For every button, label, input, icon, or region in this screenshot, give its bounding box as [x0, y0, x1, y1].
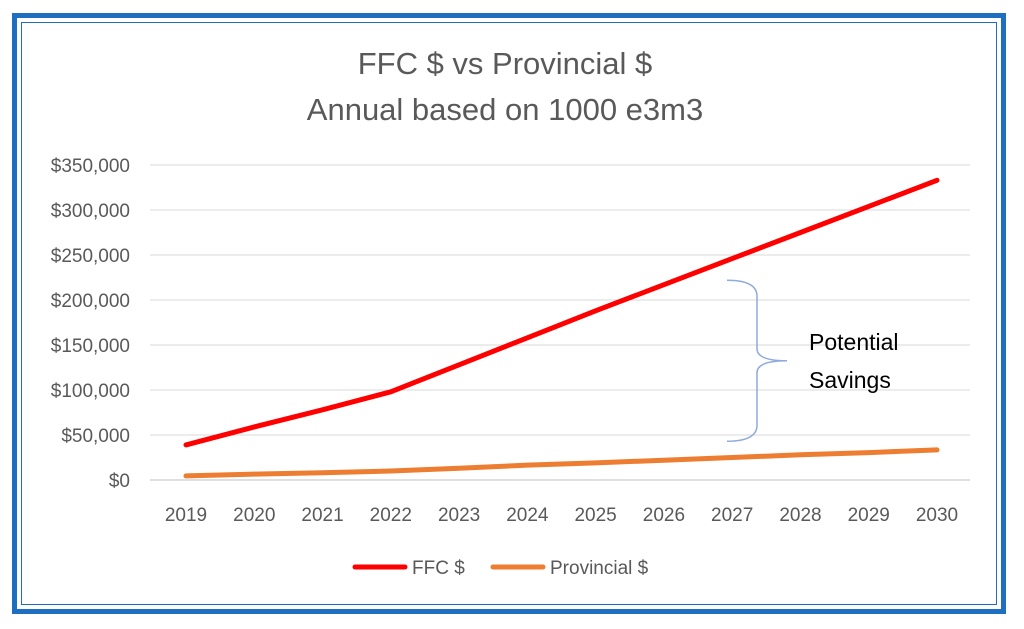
chart-title-line-2: Annual based on 1000 e3m3 [307, 92, 703, 127]
legend-label: FFC $ [412, 558, 465, 579]
x-tick-label: 2026 [643, 505, 685, 526]
y-axis-ticks: $0 $50,000 $100,000 $150,000 $200,000 $250,00… [51, 156, 130, 492]
x-tick-label: 2024 [506, 505, 549, 526]
series-lines [183, 177, 940, 479]
annotation-text-line: Savings [809, 367, 891, 393]
y-tick-label: $50,000 [61, 426, 130, 447]
x-tick-label: 2028 [779, 505, 821, 526]
x-tick-label: 2029 [848, 505, 890, 526]
gridlines [150, 164, 970, 481]
y-tick-label: $150,000 [51, 336, 130, 357]
chart-title-line-1: FFC $ vs Provincial $ [358, 46, 653, 81]
chart-frame [12, 13, 1006, 614]
legend: FFC $ Provincial $ [352, 558, 649, 579]
x-tick-label: 2020 [233, 505, 275, 526]
annotation-text-line: Potential [809, 329, 899, 355]
x-tick-label: 2027 [711, 505, 753, 526]
y-tick-label: $250,000 [51, 246, 130, 267]
y-tick-label: $200,000 [51, 291, 130, 312]
x-tick-label: 2019 [165, 505, 207, 526]
savings-brace [726, 279, 788, 443]
potential-savings-annotation: Potential Savings [726, 279, 899, 443]
y-tick-label: $350,000 [51, 156, 130, 177]
series-line-provincial [183, 447, 940, 479]
x-tick-label: 2022 [370, 505, 412, 526]
series-line-ffc [183, 177, 940, 448]
x-tick-label: 2030 [916, 505, 958, 526]
chart-frame-inner [21, 22, 997, 605]
x-tick-label: 2021 [301, 505, 343, 526]
legend-label: Provincial $ [550, 558, 649, 579]
y-tick-label: $0 [109, 471, 130, 492]
x-tick-label: 2025 [574, 505, 616, 526]
x-tick-label: 2023 [438, 505, 480, 526]
y-tick-label: $300,000 [51, 201, 130, 222]
x-axis-ticks: 2019 2020 2021 2022 2023 2024 2025 2026 2027 2028… [165, 505, 958, 526]
y-tick-label: $100,000 [51, 381, 130, 402]
